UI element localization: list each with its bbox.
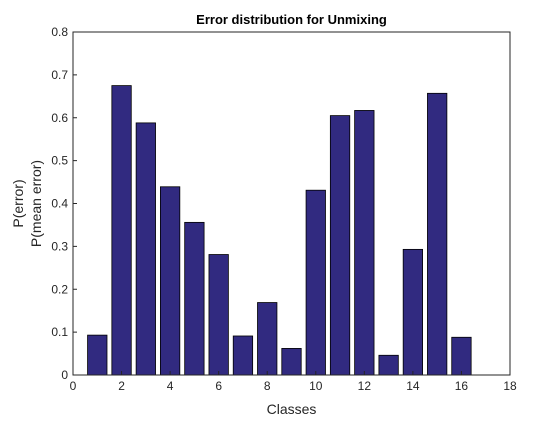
y-tick-label: 0 [61, 368, 68, 382]
x-tick-label: 16 [455, 379, 469, 393]
x-tick-label: 4 [167, 379, 174, 393]
x-tick-label: 10 [309, 379, 323, 393]
bar-class-7 [232, 335, 254, 376]
y-tick-label: 0.3 [51, 239, 68, 253]
x-tick-label: 14 [406, 379, 420, 393]
bar-class-6 [208, 254, 229, 376]
bar-class-13 [378, 354, 399, 376]
bar-class-2 [111, 85, 132, 376]
bar-class-3 [135, 122, 156, 376]
y-tick-label: 0.1 [51, 325, 68, 339]
bar-class-15 [427, 92, 448, 376]
x-tick-label: 0 [70, 379, 77, 393]
bar-class-10 [305, 189, 326, 376]
x-tick-label: 8 [264, 379, 271, 393]
y-tick-label: 0.7 [51, 68, 68, 82]
x-tick-label: 6 [215, 379, 222, 393]
y-tick-label: 0.6 [51, 111, 68, 125]
bar-class-11 [329, 115, 351, 376]
y-ticks-group: 0 0.1 0.2 0.3 0.4 0.5 0.6 0.7 0.8 [51, 25, 77, 382]
axes-box [72, 31, 511, 376]
x-ticks-group: 0 2 4 6 8 10 12 14 16 18 [70, 371, 517, 393]
bars-group [87, 85, 472, 376]
bar-class-16 [451, 336, 472, 376]
y-axis-label-line-2: P(mean error) [28, 160, 44, 247]
x-tick-label: 18 [503, 379, 517, 393]
y-tick-label: 0.8 [51, 25, 68, 39]
bar-class-8 [257, 302, 278, 376]
bar-class-14 [402, 248, 423, 376]
bar-class-9 [281, 348, 302, 376]
x-axis-label: Classes [267, 401, 317, 417]
bar-class-5 [184, 221, 205, 376]
y-tick-label: 0.5 [51, 154, 68, 168]
bar-class-1 [87, 334, 108, 376]
y-axis-label-line-1: P(error) [10, 179, 26, 227]
y-tick-label: 0.4 [51, 197, 68, 211]
bar-class-4 [159, 186, 181, 376]
bar-class-12 [354, 110, 375, 376]
y-tick-label: 0.2 [51, 282, 68, 296]
chart-title: Error distribution for Unmixing [196, 12, 387, 27]
x-tick-label: 2 [118, 379, 125, 393]
x-tick-label: 12 [358, 379, 372, 393]
